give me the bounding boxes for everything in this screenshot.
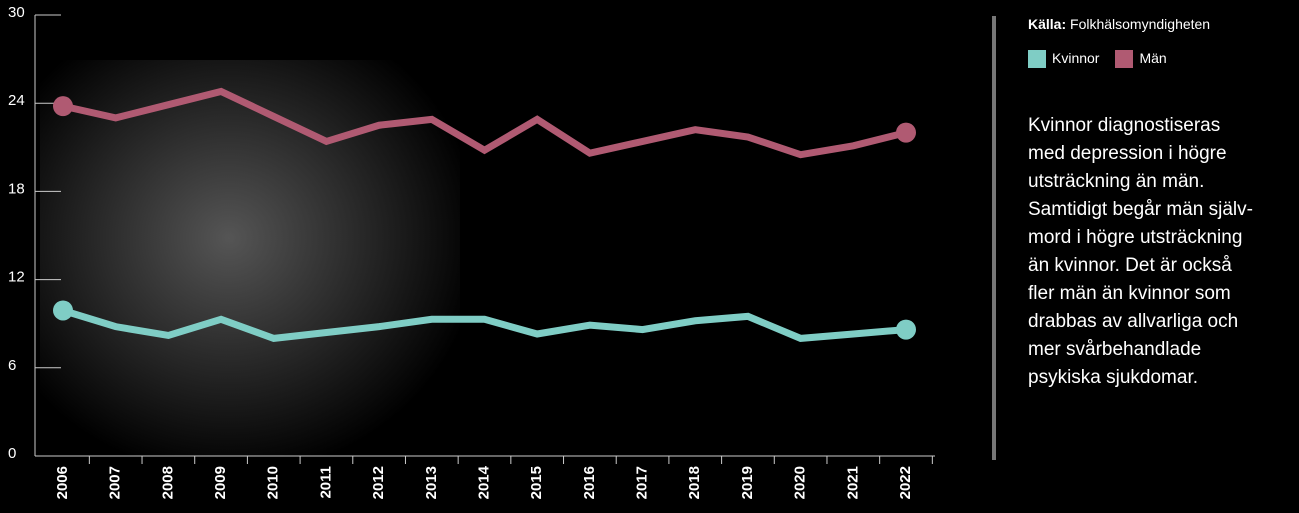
y-tick-label: 18 xyxy=(8,180,25,197)
x-tick-label: 2021 xyxy=(844,466,861,499)
paragraph-line: mer svårbehandlade xyxy=(1028,339,1202,361)
y-tick-label: 12 xyxy=(8,269,25,286)
x-tick-label: 2015 xyxy=(528,466,545,499)
end-marker xyxy=(896,122,916,143)
paragraph-line: mord i högre utsträckning xyxy=(1028,227,1243,249)
x-tick-label: 2017 xyxy=(634,466,651,499)
x-tick-label: 2020 xyxy=(792,466,809,499)
end-marker xyxy=(53,300,73,321)
chart: 0 6 12 18 24 30 2006 2007 2008 2009 2010 2011 2012 20… xyxy=(8,4,935,499)
x-tick-label: 2022 xyxy=(897,466,914,499)
x-tick-label: 2007 xyxy=(107,466,124,499)
paragraph-line: med depression i högre xyxy=(1028,143,1227,165)
background-photo xyxy=(40,60,460,456)
legend-swatch xyxy=(1028,50,1046,69)
x-tick-label: 2013 xyxy=(423,466,440,499)
source-text: Folkhälsomyndigheten xyxy=(1070,16,1211,32)
legend: Kvinnor Män xyxy=(1028,50,1292,69)
y-tick-label: 30 xyxy=(8,4,25,21)
source: Källa: Folkhälsomyndigheten xyxy=(1028,16,1292,32)
y-tick-label: 0 xyxy=(8,445,16,462)
paragraph-line: psykiska sjukdomar. xyxy=(1028,367,1199,389)
legend-swatch xyxy=(1115,50,1134,69)
legend-label: Män xyxy=(1139,50,1167,66)
series-line xyxy=(62,87,907,159)
paragraph-line: drabbas av allvarliga och xyxy=(1028,311,1239,333)
y-tick-label: 24 xyxy=(8,92,25,109)
legend-item: Kvinnor xyxy=(1028,50,1100,69)
end-marker xyxy=(53,96,73,117)
x-tick-label: 2012 xyxy=(370,466,387,499)
x-tick-label: 2016 xyxy=(581,466,598,499)
end-marker xyxy=(896,319,916,340)
x-tick-label: 2019 xyxy=(739,466,756,499)
paragraph-line: fler män än kvinnor som xyxy=(1028,283,1231,305)
source-label: Källa: xyxy=(1028,16,1067,32)
x-tick-label: 2018 xyxy=(686,466,703,499)
x-tick-label: 2009 xyxy=(212,466,229,499)
x-tick-label: 2010 xyxy=(265,466,282,499)
x-tick-label: 2014 xyxy=(475,465,492,499)
x-tick-label: 2011 xyxy=(317,466,334,499)
legend-label: Kvinnor xyxy=(1052,50,1100,66)
paragraph-line: utsträckning än män. xyxy=(1028,171,1205,193)
paragraph-line: Samtidigt begår män själv- xyxy=(1028,199,1253,221)
paragraph-line: Kvinnor diagnostiseras xyxy=(1028,115,1221,137)
y-tick-label: 6 xyxy=(8,357,16,374)
side-panel: Källa: Folkhälsomyndigheten Kvinnor Män K… xyxy=(992,16,1292,460)
x-tick-label: 2008 xyxy=(159,466,176,499)
x-tick-label: 2006 xyxy=(54,466,71,499)
legend-item: Män xyxy=(1115,50,1167,69)
paragraph-line: än kvinnor. Det är också xyxy=(1028,255,1232,277)
series-line xyxy=(61,307,907,342)
paragraph: Kvinnor diagnostiseras med depression i h… xyxy=(1028,112,1292,392)
